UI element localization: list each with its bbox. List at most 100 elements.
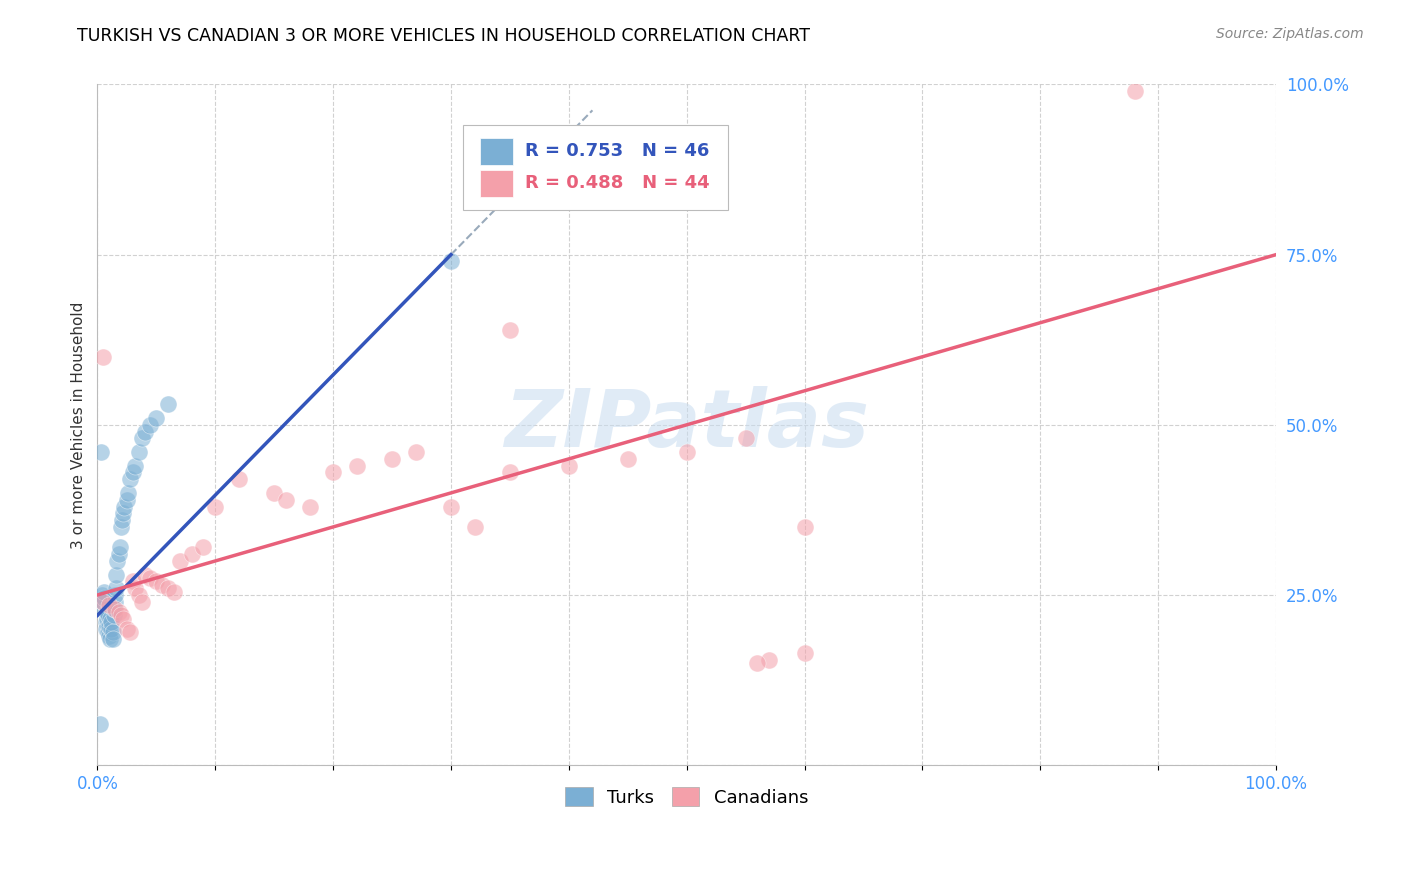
FancyBboxPatch shape <box>481 169 513 197</box>
Point <box>124 458 146 473</box>
Point <box>120 472 142 486</box>
Point <box>204 500 226 514</box>
Point <box>180 547 202 561</box>
Point <box>94 622 117 636</box>
Point <box>617 451 640 466</box>
Point <box>134 425 156 439</box>
Point <box>440 500 463 514</box>
Point <box>108 541 131 555</box>
Point <box>103 608 125 623</box>
Point <box>131 432 153 446</box>
Point <box>91 588 114 602</box>
Point <box>440 254 463 268</box>
Point <box>157 581 180 595</box>
Point <box>98 629 121 643</box>
Point <box>90 445 112 459</box>
Point <box>114 500 136 514</box>
Point <box>150 578 173 592</box>
Point <box>157 397 180 411</box>
Point <box>1123 84 1146 98</box>
Point <box>346 458 368 473</box>
Point <box>747 656 769 670</box>
Point <box>97 608 120 623</box>
Text: TURKISH VS CANADIAN 3 OR MORE VEHICLES IN HOUSEHOLD CORRELATION CHART: TURKISH VS CANADIAN 3 OR MORE VEHICLES I… <box>77 27 810 45</box>
Y-axis label: 3 or more Vehicles in Household: 3 or more Vehicles in Household <box>72 301 86 549</box>
Point <box>103 601 125 615</box>
Point <box>499 322 522 336</box>
FancyBboxPatch shape <box>463 125 728 211</box>
Point <box>274 492 297 507</box>
Point <box>381 451 404 466</box>
Point <box>675 445 697 459</box>
Point <box>98 599 121 613</box>
Point <box>499 466 522 480</box>
Point <box>112 506 135 520</box>
Point <box>145 411 167 425</box>
Point <box>793 646 815 660</box>
Point <box>134 567 156 582</box>
Text: R = 0.488   N = 44: R = 0.488 N = 44 <box>526 174 710 192</box>
Point <box>139 571 162 585</box>
Point <box>121 466 143 480</box>
Point <box>91 595 114 609</box>
Point <box>107 547 129 561</box>
Point <box>322 466 344 480</box>
Point <box>89 717 111 731</box>
Point <box>128 588 150 602</box>
Point <box>105 567 128 582</box>
Point <box>104 588 127 602</box>
Point <box>558 458 581 473</box>
Point <box>97 625 120 640</box>
Text: Source: ZipAtlas.com: Source: ZipAtlas.com <box>1216 27 1364 41</box>
Point <box>139 417 162 432</box>
Point <box>98 632 121 647</box>
Point <box>111 513 134 527</box>
Point <box>110 608 132 623</box>
Point <box>405 445 427 459</box>
Point <box>93 591 115 606</box>
Point <box>105 554 128 568</box>
Point <box>758 653 780 667</box>
Point <box>94 615 117 630</box>
Point <box>793 520 815 534</box>
Legend: Turks, Canadians: Turks, Canadians <box>558 780 815 814</box>
Point <box>298 500 321 514</box>
Point <box>115 622 138 636</box>
Point <box>100 622 122 636</box>
Point <box>90 601 112 615</box>
Point <box>98 618 121 632</box>
Point <box>145 574 167 589</box>
Point <box>112 612 135 626</box>
Text: R = 0.753   N = 46: R = 0.753 N = 46 <box>526 142 710 161</box>
Point <box>91 350 114 364</box>
Point <box>110 520 132 534</box>
Text: ZIPatlas: ZIPatlas <box>505 386 869 464</box>
Point <box>120 625 142 640</box>
Point <box>104 595 127 609</box>
Point <box>115 492 138 507</box>
Point <box>193 541 215 555</box>
Point <box>96 612 118 626</box>
Point <box>104 601 127 615</box>
Point <box>98 612 121 626</box>
Point <box>96 605 118 619</box>
Point <box>734 432 756 446</box>
Point <box>105 581 128 595</box>
Point <box>93 584 115 599</box>
FancyBboxPatch shape <box>481 137 513 165</box>
Point <box>100 615 122 630</box>
Point <box>124 581 146 595</box>
Point <box>101 632 124 647</box>
Point <box>169 554 191 568</box>
Point <box>163 584 186 599</box>
Point <box>464 520 486 534</box>
Point <box>263 486 285 500</box>
Point <box>131 595 153 609</box>
Point <box>128 445 150 459</box>
Point <box>107 605 129 619</box>
Point <box>101 625 124 640</box>
Point <box>117 486 139 500</box>
Point <box>121 574 143 589</box>
Point <box>228 472 250 486</box>
Point <box>91 595 114 609</box>
